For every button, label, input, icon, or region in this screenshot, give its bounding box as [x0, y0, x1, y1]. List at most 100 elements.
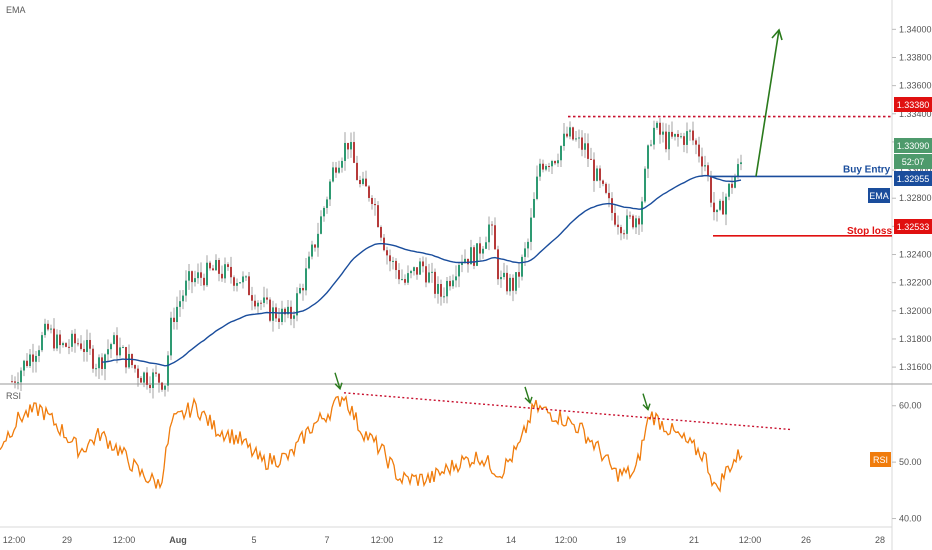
- candle-body: [500, 277, 502, 280]
- ema-indicator-label[interactable]: EMA: [6, 5, 26, 15]
- candle-body: [410, 271, 412, 274]
- candle-body: [245, 276, 247, 278]
- candle-body: [302, 288, 304, 291]
- time-tick-label: 26: [801, 535, 811, 545]
- candle-body: [407, 273, 409, 283]
- candle-body: [236, 283, 238, 286]
- rsi-peak-arrow: [642, 393, 649, 410]
- candle-body: [215, 259, 217, 271]
- price-tick-label: 1.34000: [899, 24, 932, 34]
- candle-body: [161, 382, 163, 390]
- candle-body: [587, 143, 589, 159]
- candle-body: [503, 272, 505, 278]
- candle-body: [740, 162, 742, 165]
- candle-body: [263, 297, 265, 303]
- candle-body: [233, 277, 235, 286]
- candle-body: [560, 146, 562, 161]
- candle-body: [443, 296, 445, 298]
- time-tick-label: 12:00: [739, 535, 762, 545]
- candle-body: [77, 343, 79, 345]
- candle-body: [725, 196, 727, 215]
- price-axis[interactable]: 1.340001.338001.336001.334001.332001.330…: [892, 24, 932, 372]
- candle-body: [488, 224, 490, 243]
- candle-body: [110, 344, 112, 350]
- candle-body: [146, 372, 148, 385]
- countdown-tag: [894, 154, 932, 169]
- candle-body: [497, 249, 499, 280]
- candle-body: [428, 272, 430, 283]
- time-tick-label: 12: [433, 535, 443, 545]
- candle-body: [731, 183, 733, 188]
- candle-body: [650, 144, 652, 146]
- candle-body: [83, 348, 85, 352]
- price-tick-label: 1.33400: [899, 109, 932, 119]
- candle-body: [584, 143, 586, 150]
- candle-body: [461, 262, 463, 265]
- time-axis[interactable]: 12:00 29 12:00 Aug 5 7 12:00 12 14 12:00 19 21 12:00…: [3, 535, 885, 545]
- candle-body: [509, 277, 511, 292]
- candle-body: [686, 131, 688, 145]
- rsi-peak-arrow: [334, 372, 341, 389]
- candle-body: [125, 347, 127, 368]
- candle-body: [692, 130, 694, 141]
- candle-body: [80, 343, 82, 349]
- rsi-peak-arrow-head: [524, 396, 533, 405]
- price-tick-label: 1.33000: [899, 165, 932, 175]
- candle-body: [35, 355, 37, 362]
- candle-body: [164, 385, 166, 390]
- price-tick-label: 1.32200: [899, 278, 932, 288]
- candle-body: [473, 247, 475, 266]
- rsi-indicator-label[interactable]: RSI: [6, 391, 21, 401]
- candle-body: [272, 307, 274, 321]
- stop-price-tag: [894, 219, 932, 234]
- candle-body: [116, 335, 118, 356]
- candle-body: [17, 382, 19, 384]
- candle-body: [422, 261, 424, 267]
- time-tick-label: 12:00: [371, 535, 394, 545]
- candle-body: [20, 370, 22, 383]
- candle-body: [485, 242, 487, 249]
- candle-body: [392, 260, 394, 262]
- candle-body: [314, 244, 316, 248]
- rsi-peak-arrow-head: [334, 382, 343, 391]
- target-arrow[interactable]: [755, 29, 780, 177]
- price-tick-label: 1.32400: [899, 250, 932, 260]
- candle-body: [677, 133, 679, 137]
- candle-body: [170, 317, 172, 356]
- resistance-price-tag: [894, 97, 932, 112]
- candle-body: [287, 306, 289, 315]
- candle-body: [632, 215, 634, 228]
- rsi-line: [0, 395, 743, 493]
- candle-body: [680, 136, 682, 138]
- candle-body: [341, 160, 343, 168]
- candle-body: [602, 180, 604, 184]
- candle-body: [332, 167, 334, 182]
- candle-body: [524, 248, 526, 257]
- candle-body: [317, 233, 319, 248]
- candle-body: [278, 318, 280, 323]
- candle-body: [491, 224, 493, 226]
- candle-body: [578, 137, 580, 139]
- candle-body: [194, 278, 196, 283]
- candle-body: [665, 131, 667, 150]
- rsi-axis[interactable]: 60.00 50.00 40.00: [892, 401, 922, 524]
- candle-body: [212, 268, 214, 271]
- candle-body: [32, 354, 34, 362]
- candle-body: [230, 266, 232, 278]
- candle-body: [689, 130, 691, 132]
- candle-body: [638, 218, 640, 225]
- candle-body: [296, 293, 298, 316]
- candle-body: [539, 163, 541, 177]
- candle-body: [371, 197, 373, 204]
- candle-body: [113, 335, 115, 345]
- candle-body: [734, 176, 736, 188]
- rsi-tag: [870, 452, 891, 467]
- candle-body: [176, 306, 178, 323]
- candle-body: [311, 244, 313, 257]
- candle-body: [395, 260, 397, 271]
- candle-body: [464, 258, 466, 263]
- candle-body: [368, 186, 370, 198]
- time-tick-label: 12:00: [113, 535, 136, 545]
- candle-body: [617, 224, 619, 228]
